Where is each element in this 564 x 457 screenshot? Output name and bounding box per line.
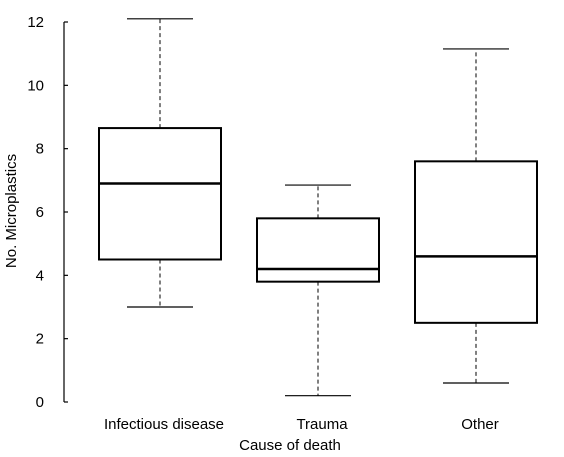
iqr-box (414, 160, 538, 324)
y-tick-label: 2 (36, 331, 44, 348)
x-category-label: Other (461, 416, 499, 433)
y-tick-label: 6 (36, 204, 44, 221)
y-tick-label: 4 (36, 267, 44, 284)
y-axis: 0 2 4 6 8 10 12 (27, 14, 68, 411)
y-tick-label: 12 (27, 14, 44, 31)
box-group (414, 48, 538, 384)
y-axis-title: No. Microplastics (3, 154, 20, 268)
y-tick-label: 10 (27, 77, 44, 94)
iqr-box (98, 127, 222, 261)
boxes (98, 18, 538, 397)
box-group (256, 184, 380, 397)
x-axis-labels: Infectious disease Trauma Other (104, 416, 499, 433)
iqr-box (256, 217, 380, 283)
box-group (98, 18, 222, 308)
y-tick-label: 8 (36, 141, 44, 158)
x-category-label: Trauma (296, 416, 348, 433)
y-tick-label: 0 (36, 394, 44, 411)
x-category-label: Infectious disease (104, 416, 224, 433)
x-axis-title: Cause of death (239, 437, 341, 454)
